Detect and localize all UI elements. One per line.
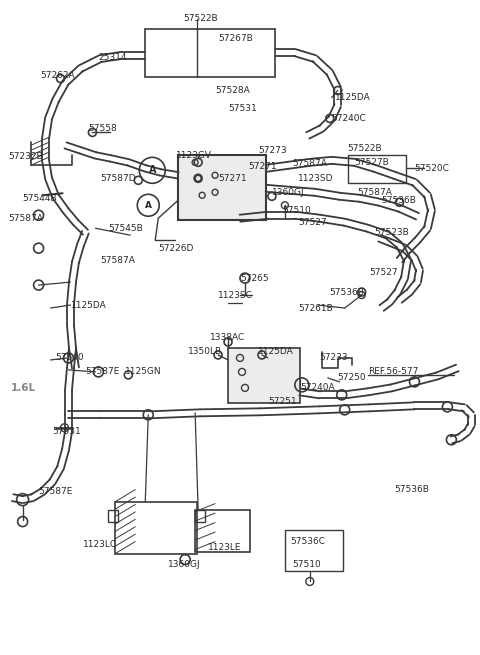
Bar (195, 510, 205, 521)
Text: 57510: 57510 (292, 560, 321, 569)
Text: 57587E: 57587E (38, 487, 73, 496)
Text: 57262A: 57262A (41, 71, 75, 80)
Text: 57240A: 57240A (300, 383, 335, 392)
Text: 57587E: 57587E (85, 367, 120, 377)
Bar (108, 510, 119, 521)
Text: 57240C: 57240C (332, 114, 367, 123)
Bar (228, 348, 300, 403)
Text: 57587A: 57587A (100, 255, 135, 265)
Bar (115, 502, 197, 553)
Text: 1350LB: 1350LB (188, 347, 222, 356)
Text: 57587A: 57587A (358, 188, 393, 196)
Text: 57544B: 57544B (23, 194, 57, 203)
Text: 57267B: 57267B (218, 34, 253, 43)
Text: 57251: 57251 (268, 398, 297, 406)
Text: 57522B: 57522B (348, 144, 382, 153)
Text: 57536B: 57536B (330, 288, 365, 297)
Text: 57226D: 57226D (158, 244, 193, 253)
Text: 57520C: 57520C (415, 164, 449, 173)
Text: 57545B: 57545B (108, 224, 143, 233)
Bar (285, 530, 343, 571)
Text: 57232B: 57232B (9, 152, 43, 161)
Text: 57587A: 57587A (292, 159, 327, 168)
Text: 57540: 57540 (56, 354, 84, 362)
Text: 57527B: 57527B (355, 158, 389, 167)
Text: 57273: 57273 (258, 146, 287, 155)
Text: 1123SC: 1123SC (218, 291, 253, 299)
Text: 1360GJ: 1360GJ (168, 560, 201, 569)
Text: 57536C: 57536C (290, 537, 325, 546)
Text: 57510: 57510 (282, 206, 311, 215)
Bar (195, 510, 250, 552)
Text: 57233: 57233 (320, 354, 348, 362)
Text: 25314: 25314 (98, 53, 127, 62)
Text: 57271: 57271 (218, 174, 247, 183)
Text: 1360GJ: 1360GJ (272, 188, 304, 196)
Text: 57528A: 57528A (215, 86, 250, 95)
Text: 1123GV: 1123GV (176, 151, 212, 160)
Bar (145, 29, 275, 77)
Text: 1123LE: 1123LE (208, 543, 241, 552)
Text: 57558: 57558 (88, 124, 117, 133)
Bar (348, 155, 406, 183)
Text: 1125DA: 1125DA (258, 347, 294, 356)
Text: 57271: 57271 (248, 162, 276, 171)
Text: A: A (148, 165, 156, 176)
Text: 57587A: 57587A (9, 214, 44, 223)
Text: 57522B: 57522B (183, 14, 217, 23)
Text: 57250: 57250 (338, 373, 366, 383)
Text: 57261B: 57261B (298, 303, 333, 312)
Text: 1125DA: 1125DA (335, 93, 371, 102)
Text: REF.56-577: REF.56-577 (368, 367, 418, 377)
Text: 1125GN: 1125GN (125, 367, 162, 377)
Text: 57531: 57531 (52, 427, 81, 436)
Text: 1123LC: 1123LC (83, 540, 117, 549)
Text: 57523B: 57523B (374, 228, 409, 236)
Text: 1125DA: 1125DA (71, 301, 106, 310)
Bar (178, 155, 266, 220)
Text: 1.6L: 1.6L (11, 383, 36, 393)
Text: 57536B: 57536B (382, 196, 417, 205)
Text: 57587D: 57587D (100, 174, 136, 183)
Text: 1338AC: 1338AC (210, 333, 245, 343)
Text: 57527: 57527 (298, 217, 326, 227)
Text: 1123SD: 1123SD (298, 174, 333, 183)
Text: 57265: 57265 (240, 274, 269, 282)
Text: 57536B: 57536B (395, 485, 430, 494)
Text: A: A (145, 201, 152, 210)
Text: 57531: 57531 (228, 104, 257, 113)
Text: 57527: 57527 (370, 268, 398, 276)
